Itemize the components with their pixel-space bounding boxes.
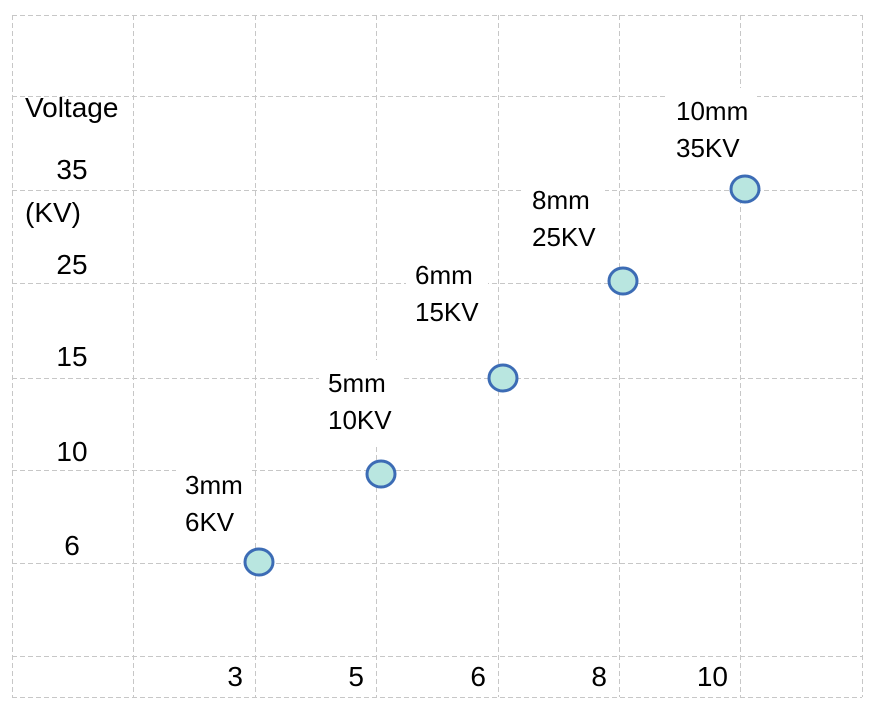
data-point-label-line: 3mm [185,470,243,500]
x-axis-tick-label: 6 [470,661,486,692]
y-axis-tick-label: 6 [64,530,80,561]
y-axis-tick-label: 25 [56,249,88,280]
y-axis-tick-label: 35 [56,154,88,185]
chart-title: Voltage (KV) [25,20,118,300]
data-point-label-line: 8mm [532,185,590,215]
data-point-label-line: 10mm [676,96,749,126]
data-point-marker [729,174,761,204]
data-point-label-line: 25KV [532,222,596,252]
data-point-label: 3mm 6KV [176,462,252,546]
y-axis-tick-label: 15 [56,341,88,372]
chart-title-line-2: (KV) [25,197,81,228]
data-point-label: 8mm 25KV [523,177,605,261]
data-point-label-line: 10KV [328,405,392,435]
data-point-label-line: 5mm [328,368,386,398]
data-point-label: 5mm 10KV [319,360,401,444]
x-axis-tick-label: 10 [696,661,728,692]
data-point-marker [487,363,519,393]
data-point-label-line: 15KV [415,297,479,327]
chart-title-line-1: Voltage [25,92,119,123]
data-point-label-line: 6KV [185,507,235,537]
data-point-marker [365,459,397,489]
data-point-label-line: 35KV [676,133,740,163]
data-point-label-line: 6mm [415,260,473,290]
data-point-label: 10mm 35KV [667,88,758,172]
data-point-marker [243,547,275,577]
data-point-marker [607,266,639,296]
x-axis-tick-label: 3 [227,661,243,692]
x-axis-tick-label: 8 [591,661,607,692]
data-point-label: 6mm 15KV [406,252,488,336]
x-axis-tick-label: 5 [348,661,364,692]
y-axis-tick-label: 10 [56,436,88,467]
